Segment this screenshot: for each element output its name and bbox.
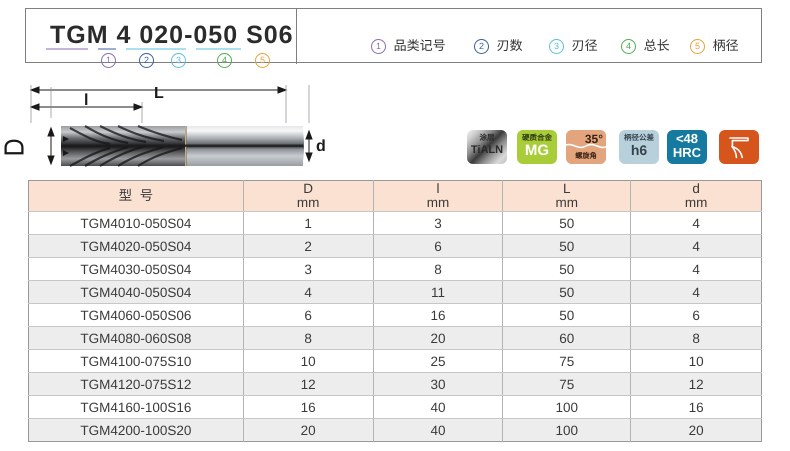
svg-text:L: L [154, 85, 164, 102]
svg-text:35°: 35° [585, 132, 603, 146]
svg-text:螺旋角: 螺旋角 [575, 151, 597, 160]
svg-text:l: l [84, 92, 88, 109]
